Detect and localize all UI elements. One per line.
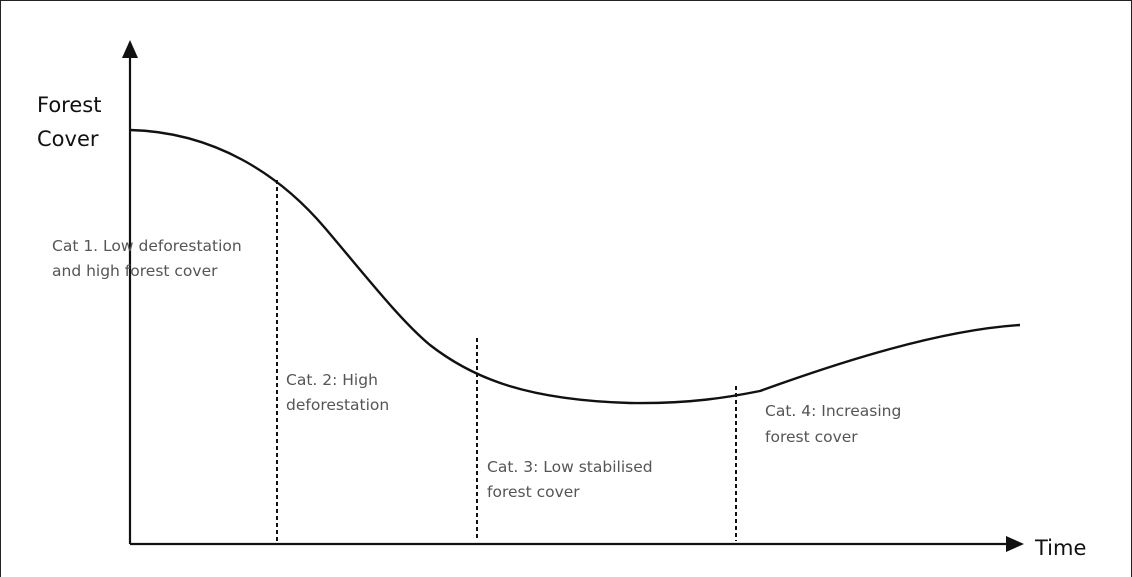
x-axis-title: Time	[1034, 536, 1086, 560]
y-axis-title-line1: Forest	[37, 93, 101, 117]
x-axis-arrowhead	[1006, 536, 1024, 552]
category-4-label-line1: Cat. 4: Increasing	[765, 402, 901, 420]
category-2-label-line2: deforestation	[286, 396, 389, 414]
y-axis-arrowhead	[122, 40, 138, 58]
category-3-label-line2: forest cover	[487, 483, 580, 501]
category-3-label-line1: Cat. 3: Low stabilised	[487, 458, 653, 476]
category-2-label-line1: Cat. 2: High	[286, 371, 378, 389]
forest-cover-curve	[129, 128, 1021, 405]
category-4-label-line2: forest cover	[765, 428, 858, 446]
y-axis-title-line2: Cover	[37, 127, 99, 151]
category-1-label-line2: and high forest cover	[52, 262, 218, 280]
category-1-label-line1: Cat 1. Low deforestation	[52, 237, 242, 255]
